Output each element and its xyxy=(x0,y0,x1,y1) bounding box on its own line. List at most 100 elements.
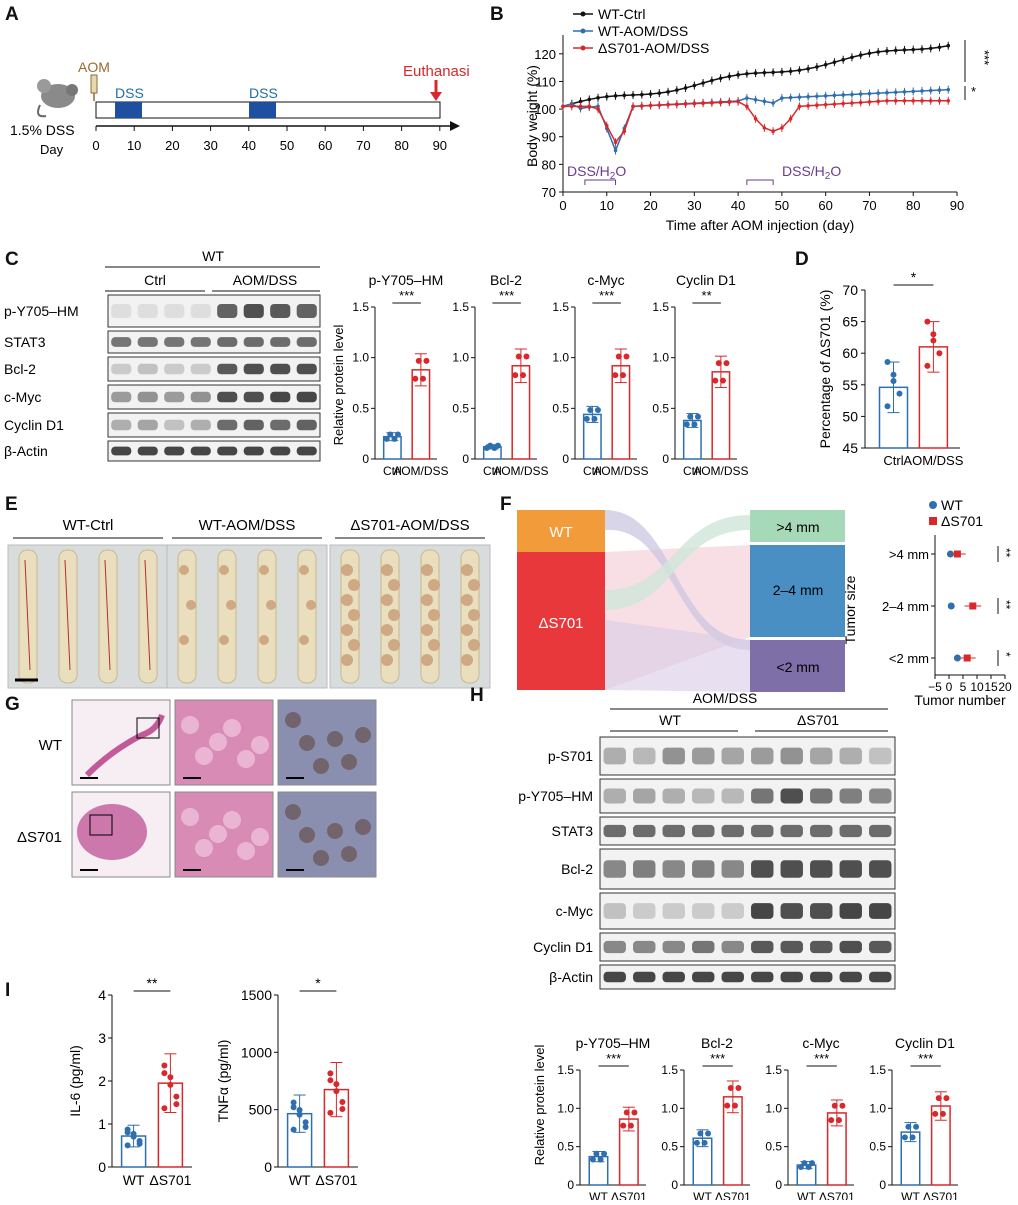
data-point xyxy=(627,1122,634,1129)
blot-band xyxy=(633,971,656,983)
data-point xyxy=(924,318,931,325)
data-point xyxy=(911,47,916,52)
data-point xyxy=(383,435,390,442)
y-axis-label: Percentage of ΔS701 (%) xyxy=(817,290,833,449)
data-point xyxy=(946,87,951,92)
blot-band xyxy=(839,860,862,878)
x-tick-label: Ctrl xyxy=(383,464,402,475)
y-tick-label: 45 xyxy=(842,440,858,456)
blot-band xyxy=(780,824,803,838)
blot-band xyxy=(751,940,774,954)
y-tick-label: 60 xyxy=(842,345,858,361)
data-point xyxy=(858,53,863,57)
tumor-nodule xyxy=(381,654,393,666)
blot-band xyxy=(633,860,656,878)
data-point xyxy=(161,1105,168,1112)
gland xyxy=(195,839,213,857)
legend-label: WT-AOM/DSS xyxy=(598,23,688,39)
gland xyxy=(195,747,213,765)
blot-strip xyxy=(107,440,321,462)
x-axis-label: Time after AOM injection (day) xyxy=(666,217,855,233)
blot-band xyxy=(603,747,626,765)
gland xyxy=(251,736,269,754)
tumor-nodule xyxy=(341,654,353,666)
data-point xyxy=(583,415,590,422)
data-point xyxy=(858,92,863,96)
data-point xyxy=(631,93,635,97)
data-point xyxy=(911,89,916,94)
data-point xyxy=(578,99,583,104)
panel-b: B 70 80 90 100 110 120 0 10 20 30 40 50 60 70 80 90 Time… xyxy=(485,0,1015,240)
panel-g: G WT ΔS701 xyxy=(0,690,400,970)
data-point xyxy=(884,403,891,410)
blot-band xyxy=(111,363,132,375)
blot-band xyxy=(164,303,185,319)
data-point xyxy=(806,94,810,99)
data-point xyxy=(640,92,644,97)
blot-band xyxy=(296,419,317,431)
panel-label-i: I xyxy=(5,980,11,1001)
blot-band xyxy=(692,971,715,983)
data-point xyxy=(905,1123,912,1130)
data-point xyxy=(902,90,907,94)
blot-label: β-Actin xyxy=(549,969,593,985)
blot-band xyxy=(217,419,238,431)
tumor-nodule xyxy=(428,639,440,651)
data-point xyxy=(839,1102,846,1109)
x-tick-label: WT xyxy=(123,1172,145,1188)
sig-label: *** xyxy=(499,288,514,303)
data-point xyxy=(902,99,907,103)
euthanasia-label: Euthanasia xyxy=(403,63,470,80)
row-label: WT xyxy=(39,737,62,754)
blot-band xyxy=(603,860,626,878)
data-point xyxy=(806,103,810,108)
y-tick-label: 0.5 xyxy=(452,401,469,415)
tumor-nodule xyxy=(348,609,360,621)
data-point xyxy=(893,99,898,103)
ihc-stain xyxy=(313,850,329,866)
blot-band xyxy=(839,903,862,919)
sig-label: *** xyxy=(918,1051,933,1066)
blot-label: Cyclin D1 xyxy=(533,939,593,955)
data-point xyxy=(920,89,924,93)
sankey-node-lt2 xyxy=(750,640,845,692)
timeline-tick-label: 20 xyxy=(165,138,179,153)
blot-band xyxy=(243,419,264,431)
x-tick-label: Ctrl xyxy=(883,453,903,468)
data-point xyxy=(797,104,802,109)
y-tick-label: 1.5 xyxy=(869,1063,886,1077)
sankey-label: ΔS701 xyxy=(538,615,583,632)
data-point xyxy=(832,102,837,106)
data-point xyxy=(561,104,565,109)
blot-band xyxy=(190,391,211,403)
blot-band xyxy=(296,446,317,456)
sig-label: ** xyxy=(702,288,712,303)
data-point xyxy=(675,102,679,107)
blot-band xyxy=(810,940,833,954)
data-point xyxy=(631,104,635,109)
blot-band xyxy=(164,363,185,375)
tumor-nodule xyxy=(348,639,360,651)
blot-band xyxy=(217,337,238,347)
tumor-nodule xyxy=(219,635,229,645)
data-point xyxy=(801,1160,808,1167)
legend-label: ΔS701-AOM/DSS xyxy=(598,40,709,56)
tumor-nodule xyxy=(461,654,473,666)
aom-label: AOM xyxy=(78,59,110,75)
y-tick-label: 0.5 xyxy=(352,401,369,415)
blot-band xyxy=(243,363,264,375)
sankey-label: <2 mm xyxy=(776,659,819,675)
blot-band xyxy=(662,903,685,919)
tumor-nodule xyxy=(461,594,473,606)
data-point xyxy=(612,372,619,379)
data-point xyxy=(937,88,942,92)
group-label: ΔS701-AOM/DSS xyxy=(350,517,469,534)
legend-label: ΔS701 xyxy=(941,513,983,529)
gland xyxy=(237,750,255,768)
y-tick-label: 120 xyxy=(534,47,556,62)
vessel xyxy=(24,559,31,671)
ihc-stain xyxy=(285,712,301,728)
blot-band xyxy=(780,971,803,983)
y-tick-label: 90 xyxy=(542,130,556,145)
